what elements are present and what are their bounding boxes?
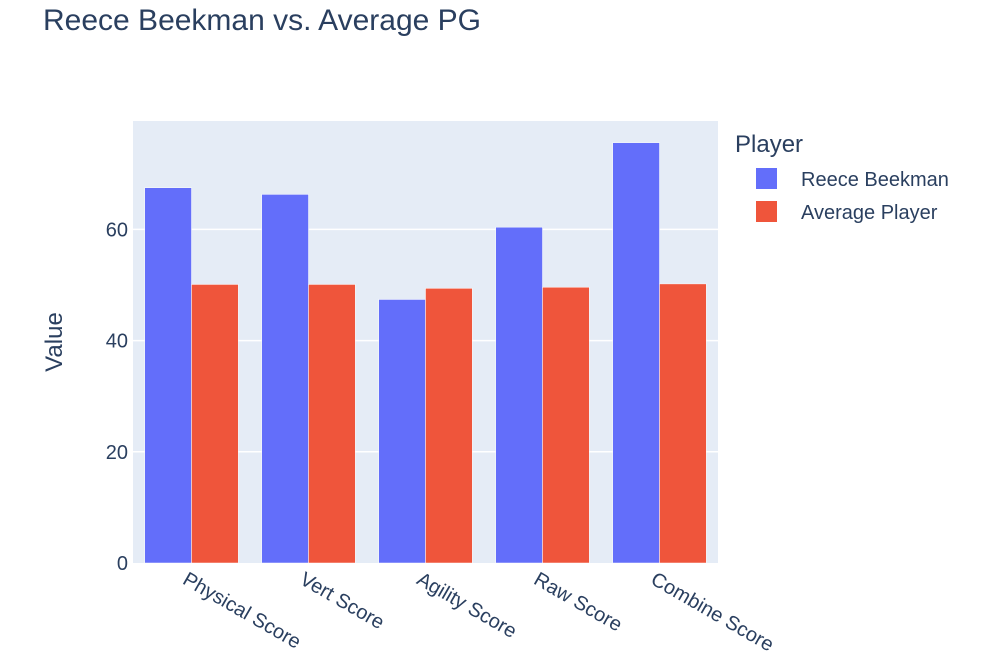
x-tick-label: Raw Score xyxy=(530,568,626,636)
legend[interactable]: Player Reece Beekman Average Player xyxy=(735,131,949,224)
bar-reece-beekman-agility-score[interactable] xyxy=(378,299,426,564)
x-tick-label: Vert Score xyxy=(296,568,388,634)
legend-label: Average Player xyxy=(801,202,938,224)
bar-reece-beekman-combine-score[interactable] xyxy=(612,142,660,564)
bar-reece-beekman-vert-score[interactable] xyxy=(261,194,309,564)
y-tick-label: 60 xyxy=(106,219,128,241)
bar-average-player-vert-score[interactable] xyxy=(308,284,356,564)
y-axis-title: Value xyxy=(41,312,68,372)
bar-reece-beekman-raw-score[interactable] xyxy=(495,226,543,564)
chart-title: Reece Beekman vs. Average PG xyxy=(43,4,482,37)
bar-average-player-combine-score[interactable] xyxy=(659,283,707,564)
legend-title: Player xyxy=(735,131,803,158)
legend-label: Reece Beekman xyxy=(801,169,949,191)
bar-average-player-raw-score[interactable] xyxy=(542,286,590,564)
bar-reece-beekman-physical-score[interactable] xyxy=(144,187,192,564)
x-tick-label: Agility Score xyxy=(413,568,520,643)
legend-item-reece-beekman[interactable]: Reece Beekman xyxy=(756,168,949,191)
y-tick-label: 0 xyxy=(117,553,128,575)
legend-swatch xyxy=(756,201,777,222)
bar-average-player-agility-score[interactable] xyxy=(425,288,473,564)
x-tick-label: Physical Score xyxy=(179,568,305,653)
y-tick-labels: 0 20 40 60 xyxy=(106,219,128,575)
bar-average-player-physical-score[interactable] xyxy=(191,284,239,564)
y-tick-label: 20 xyxy=(106,442,128,464)
bars xyxy=(144,142,707,564)
x-tick-label: Combine Score xyxy=(647,568,777,656)
y-tick-label: 40 xyxy=(106,331,128,353)
legend-item-average-player[interactable]: Average Player xyxy=(756,201,938,224)
legend-swatch xyxy=(756,168,777,189)
